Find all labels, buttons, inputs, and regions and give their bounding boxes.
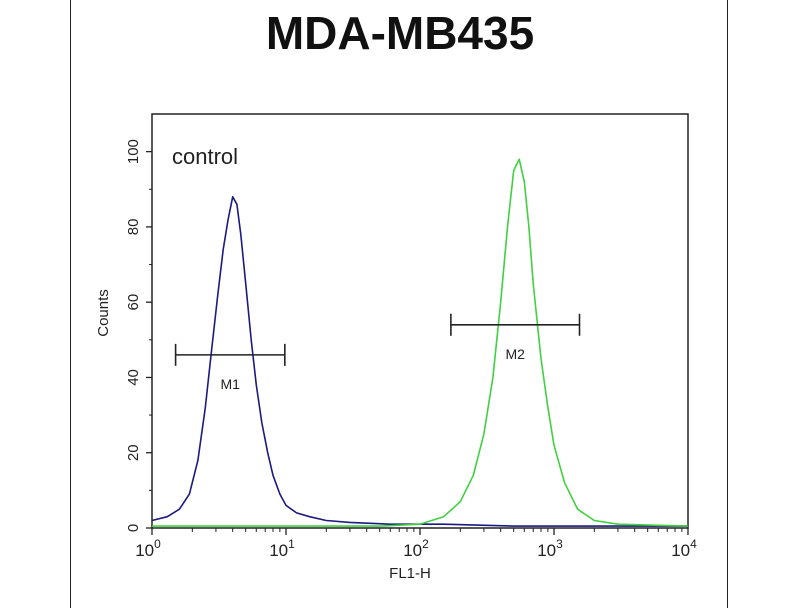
series-layer (151, 158, 689, 527)
y-tick-label: 40 (125, 369, 142, 386)
y-tick-label: 20 (125, 444, 142, 461)
y-axis-ticks: 0 20 40 60 80 100 (125, 139, 152, 532)
figure-frame (70, 0, 728, 608)
control-annotation: control (172, 144, 238, 169)
marker-label: M2 (505, 346, 525, 362)
histogram-series-2 (152, 158, 689, 527)
x-tick-label: 104 (671, 537, 697, 560)
y-tick-label: 80 (125, 219, 142, 236)
x-tick-label: 102 (403, 537, 429, 560)
y-tick-label: 100 (125, 139, 142, 164)
x-tick-label: 100 (135, 537, 161, 560)
marker-layer: M1 M2 (174, 313, 581, 392)
y-tick-label: 60 (125, 294, 142, 311)
chart-title: MDA-MB435 (265, 7, 535, 59)
marker-label: M1 (220, 376, 240, 392)
x-axis-label: FL1-H (389, 565, 431, 582)
x-tick-label: 103 (537, 537, 563, 560)
x-tick-label: 101 (269, 537, 295, 560)
x-axis-ticks: 100 101 102 103 104 (135, 528, 697, 560)
y-axis-label: Counts (95, 289, 112, 337)
histogram-series-1 (151, 196, 688, 527)
y-tick-label: 0 (125, 524, 142, 532)
plot-area (151, 113, 689, 529)
